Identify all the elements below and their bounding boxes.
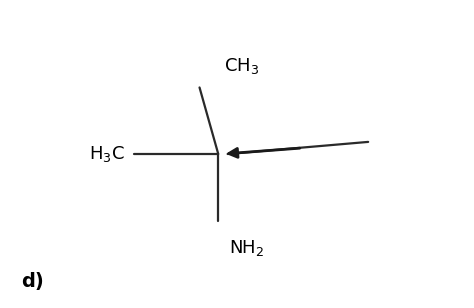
Text: d): d) bbox=[21, 272, 44, 290]
Text: CH$_3$: CH$_3$ bbox=[224, 56, 259, 76]
Text: H$_3$C: H$_3$C bbox=[89, 144, 125, 164]
Text: NH$_2$: NH$_2$ bbox=[229, 238, 264, 258]
